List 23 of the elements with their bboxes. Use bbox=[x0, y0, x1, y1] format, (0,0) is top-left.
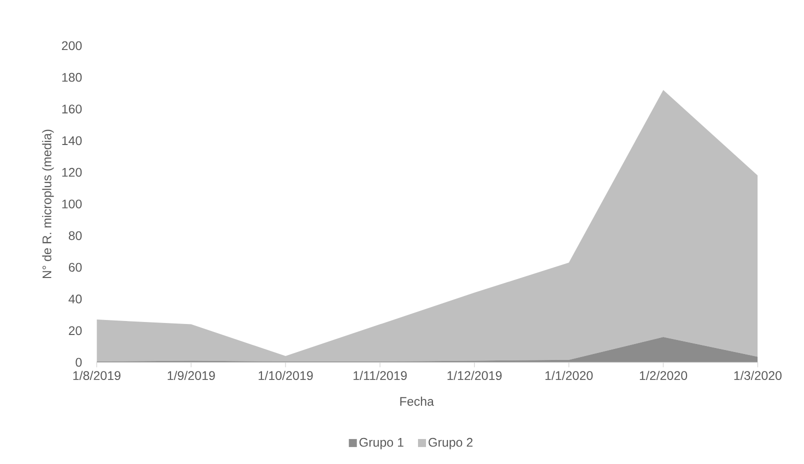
x-tick-label: 1/3/2020 bbox=[734, 370, 782, 380]
legend-label: Grupo 1 bbox=[359, 438, 404, 450]
y-tick-label: 160 bbox=[62, 104, 82, 114]
x-tick-label: 1/8/2019 bbox=[73, 370, 120, 380]
y-tick-label: 0 bbox=[76, 358, 82, 367]
x-tick-label: 1/9/2019 bbox=[168, 370, 215, 380]
y-tick-label: 40 bbox=[68, 294, 82, 304]
y-tick-label: 120 bbox=[62, 168, 82, 177]
x-axis-title: Fecha bbox=[400, 396, 434, 406]
y-tick-label: 200 bbox=[62, 41, 82, 50]
y-tick-label: 20 bbox=[68, 326, 82, 336]
x-tick-label: 1/1/2020 bbox=[545, 370, 593, 380]
legend-label: Grupo 2 bbox=[428, 438, 473, 450]
y-tick-label: 80 bbox=[68, 231, 82, 240]
x-tick-label: 1/2/2020 bbox=[640, 370, 688, 380]
y-axis-title: N° de R. microplus (media) bbox=[42, 130, 54, 278]
y-tick-label: 60 bbox=[68, 262, 82, 272]
x-tick-label: 1/12/2019 bbox=[448, 370, 502, 380]
y-tick-label: 140 bbox=[62, 136, 82, 146]
x-tick-label: 1/10/2019 bbox=[258, 370, 313, 380]
y-tick-label: 180 bbox=[62, 72, 82, 82]
x-tick-label: 1/11/2019 bbox=[354, 370, 407, 380]
y-tick-label: 100 bbox=[62, 200, 82, 208]
